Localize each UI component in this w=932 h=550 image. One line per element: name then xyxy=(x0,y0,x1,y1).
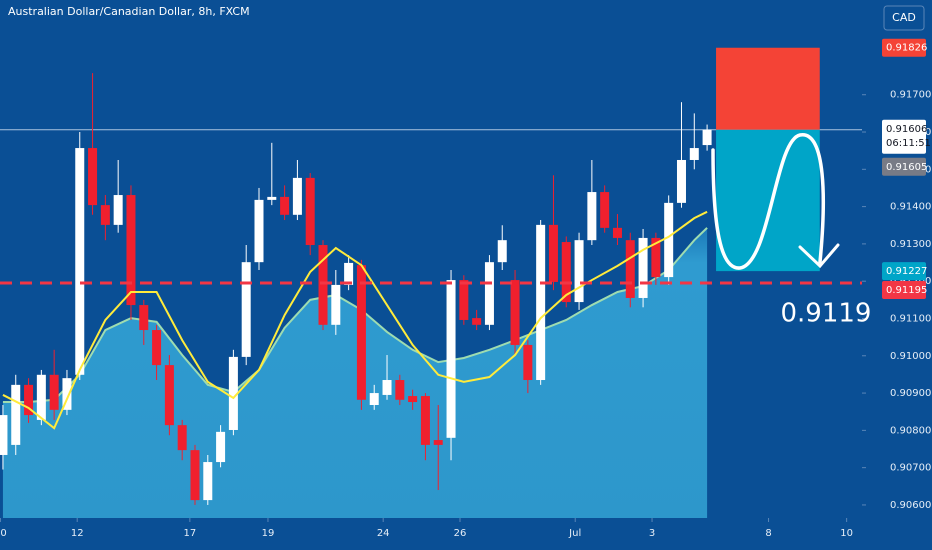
y-tick-label: 0.90600 xyxy=(890,500,931,511)
last-price-box xyxy=(882,119,926,154)
candle-body xyxy=(561,242,571,303)
y-tick-label: 0.91100 xyxy=(890,313,931,324)
candle-body xyxy=(292,177,302,215)
candle-body xyxy=(203,462,213,501)
candle-body xyxy=(241,262,251,357)
candle-body xyxy=(702,129,712,146)
candle-body xyxy=(523,344,533,381)
candle-body xyxy=(305,177,315,246)
candle-body xyxy=(497,240,507,263)
x-tick-label: 8 xyxy=(765,528,771,539)
candle-body xyxy=(446,280,456,438)
currency-label[interactable]: CAD xyxy=(892,11,916,24)
x-tick-label: Jul xyxy=(568,528,581,539)
chart-title: Australian Dollar/Canadian Dollar, 8h, F… xyxy=(8,5,250,18)
x-tick-label: 19 xyxy=(262,528,275,539)
candle-body xyxy=(459,280,469,320)
candle-body xyxy=(420,396,430,445)
candle-body xyxy=(280,196,290,215)
candle-body xyxy=(382,380,392,395)
x-tick-label: 17 xyxy=(183,528,196,539)
candle-body xyxy=(625,240,635,298)
candle-body xyxy=(100,205,110,225)
candle-body xyxy=(600,192,610,228)
plot-area xyxy=(0,47,862,518)
candle-body xyxy=(574,240,584,303)
candle-body xyxy=(49,374,59,410)
bid-price-label: 0.91605 xyxy=(886,162,927,173)
y-tick-label: 0.91400 xyxy=(890,202,931,213)
drawn-curve xyxy=(711,133,826,270)
y-tick-label: 0.90800 xyxy=(890,425,931,436)
bid-price-label-box xyxy=(882,157,926,176)
x-tick-label: 24 xyxy=(377,528,390,539)
candle-body xyxy=(484,262,494,325)
candle-body xyxy=(651,237,661,278)
candle-body xyxy=(395,380,405,400)
candle-body xyxy=(190,450,200,501)
level-price-label-box xyxy=(882,281,926,300)
candle-body xyxy=(113,195,123,225)
candle-body xyxy=(676,159,686,203)
y-tick-label: 0.90700 xyxy=(890,463,931,474)
candle-body xyxy=(254,199,264,263)
candle-body xyxy=(36,374,46,420)
overlay: 0.90600 0.90700 0.90800 0.90900 0.91000 0.911… xyxy=(0,38,931,539)
candle-body xyxy=(536,224,546,381)
currency-button[interactable] xyxy=(883,5,925,31)
candle-body xyxy=(408,396,418,403)
target-price-label: 0.91227 xyxy=(886,266,927,277)
candle-body xyxy=(267,196,277,200)
candle-body xyxy=(75,148,85,375)
candle-body xyxy=(24,384,34,416)
candle-body xyxy=(369,393,379,406)
candle-body xyxy=(472,318,482,325)
candle-body xyxy=(689,148,699,160)
candle-body xyxy=(612,227,622,238)
x-tick-label: 10 xyxy=(0,528,7,539)
candle-body xyxy=(433,440,443,445)
level-price-label: 0.91195 xyxy=(886,285,927,296)
candle-body xyxy=(164,365,174,426)
stop-price-label-box xyxy=(882,38,926,57)
candle-body xyxy=(62,378,72,410)
last-price-label: 0.91606 xyxy=(886,124,927,135)
candle-body xyxy=(356,265,366,400)
x-tick-label: 3 xyxy=(649,528,655,539)
x-tick-label: 12 xyxy=(71,528,84,539)
x-tick-label: 10 xyxy=(840,528,853,539)
candle-body xyxy=(152,330,162,366)
y-tick-label: 0.91700 xyxy=(890,90,931,101)
stop-price-label: 0.91826 xyxy=(886,43,927,54)
candle-body xyxy=(664,202,674,278)
candle-body xyxy=(126,195,136,306)
candle-body xyxy=(216,431,226,463)
y-tick-label: 0.90900 xyxy=(890,388,931,399)
stop-zone xyxy=(716,47,820,130)
target-price-label-box xyxy=(882,262,926,281)
candle-body xyxy=(0,415,8,455)
candle-body xyxy=(510,280,520,345)
candle-body xyxy=(11,384,21,445)
candle-body xyxy=(638,237,648,298)
candle-body xyxy=(318,245,328,325)
drawn-arrowhead xyxy=(798,243,840,269)
countdown-label: 06:11:51 xyxy=(886,138,931,149)
annotation: 0.9119 xyxy=(781,299,872,329)
candle-body xyxy=(139,305,149,331)
y-tick-label: 0.91000 xyxy=(890,351,931,362)
candle-body xyxy=(344,262,354,285)
x-tick-label: 26 xyxy=(454,528,467,539)
y-tick-label: 0.91300 xyxy=(890,239,931,250)
moving-average xyxy=(2,210,708,430)
candle-body xyxy=(587,192,597,241)
candle-body xyxy=(228,356,238,430)
candle-body xyxy=(177,425,187,451)
candle-body xyxy=(548,224,558,282)
candle-body xyxy=(331,284,341,325)
candle-body xyxy=(88,148,98,206)
